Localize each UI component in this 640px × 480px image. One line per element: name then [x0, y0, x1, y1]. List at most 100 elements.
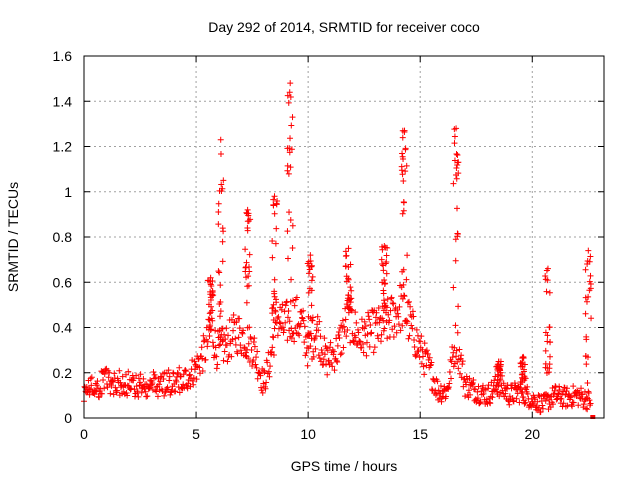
data-point [450, 363, 457, 370]
data-point [468, 381, 475, 388]
data-point [310, 353, 317, 360]
data-point [269, 254, 276, 261]
data-point [204, 277, 211, 284]
data-point [111, 370, 118, 377]
data-point [173, 378, 180, 385]
data-point [221, 331, 228, 338]
data-point [117, 379, 124, 386]
data-point [376, 319, 383, 326]
data-point [305, 258, 312, 265]
data-point [489, 394, 496, 401]
data-point [420, 363, 427, 370]
data-point [366, 316, 373, 323]
data-point [321, 335, 328, 342]
data-point [383, 259, 390, 266]
data-point [586, 278, 593, 285]
data-point [274, 332, 281, 339]
data-point [206, 323, 213, 330]
data-point [304, 362, 311, 369]
data-point [245, 282, 252, 289]
data-point [308, 262, 315, 269]
data-point [454, 151, 461, 158]
data-point [266, 373, 273, 380]
data-point [285, 308, 292, 315]
data-point [101, 370, 108, 377]
data-point [217, 341, 224, 348]
data-point [585, 293, 592, 300]
data-point [550, 401, 557, 408]
data-point [265, 368, 272, 375]
data-point [208, 282, 215, 289]
data-point [399, 134, 406, 141]
data-point [334, 342, 341, 349]
data-point [272, 308, 279, 315]
data-point [125, 368, 132, 375]
data-point [189, 377, 196, 384]
data-point [305, 270, 312, 277]
data-point [328, 359, 335, 366]
data-point [285, 170, 292, 177]
data-point [578, 385, 585, 392]
data-point [342, 316, 349, 323]
data-point [342, 253, 349, 260]
data-point [500, 380, 507, 387]
data-point [249, 362, 256, 369]
data-point [438, 398, 445, 405]
data-point [415, 348, 422, 355]
data-point [219, 185, 226, 192]
data-point [215, 200, 222, 207]
data-point [389, 326, 396, 333]
data-point [230, 311, 237, 318]
data-point [423, 347, 430, 354]
data-point [196, 364, 203, 371]
data-point [137, 371, 144, 378]
data-point [217, 308, 224, 315]
data-point [253, 354, 260, 361]
data-point [399, 268, 406, 275]
data-point [182, 368, 189, 375]
data-point [391, 323, 398, 330]
data-point [452, 322, 459, 329]
data-point [497, 361, 504, 368]
data-point [584, 257, 591, 264]
data-point [244, 210, 251, 217]
data-point [269, 238, 276, 245]
data-point [269, 305, 276, 312]
data-point [300, 307, 307, 314]
data-point [190, 381, 197, 388]
data-point [217, 136, 224, 143]
data-point [274, 198, 281, 205]
data-point [154, 393, 161, 400]
data-point [418, 333, 425, 340]
data-point [516, 399, 523, 406]
data-point [219, 325, 226, 332]
data-point [243, 259, 250, 266]
data-point [326, 344, 333, 351]
data-point [386, 317, 393, 324]
data-point [86, 385, 93, 392]
data-point [303, 349, 310, 356]
data-point [209, 289, 216, 296]
data-point [545, 369, 552, 376]
data-point [453, 164, 460, 171]
data-point [216, 301, 223, 308]
data-point [281, 326, 288, 333]
data-point [409, 308, 416, 315]
data-point [284, 167, 291, 174]
data-point [421, 371, 428, 378]
data-point [166, 377, 173, 384]
data-point [575, 402, 582, 409]
data-point [373, 309, 380, 316]
data-point [236, 325, 243, 332]
data-point [204, 343, 211, 350]
data-point [279, 301, 286, 308]
data-point [453, 353, 460, 360]
data-point [250, 357, 257, 364]
data-point [519, 371, 526, 378]
data-point [138, 389, 145, 396]
data-point [209, 317, 216, 324]
data-point [247, 335, 254, 342]
data-point [271, 210, 278, 217]
data-point [553, 396, 560, 403]
data-point [474, 395, 481, 402]
